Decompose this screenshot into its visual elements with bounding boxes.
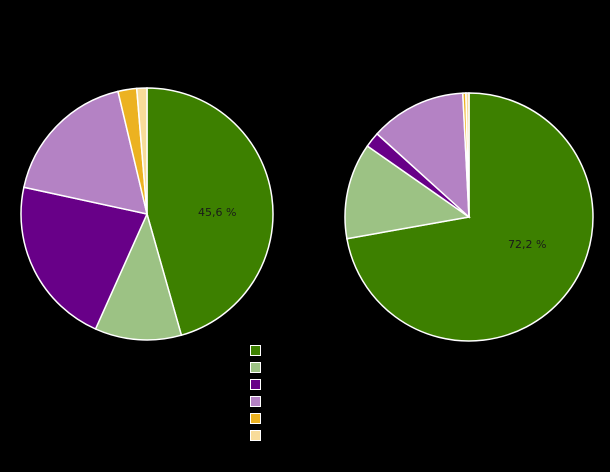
legend-swatch xyxy=(250,413,261,424)
pie-slice xyxy=(375,92,470,219)
legend-swatch xyxy=(250,396,261,407)
legend-item xyxy=(250,427,269,444)
legend-item xyxy=(250,393,269,410)
legend-swatch xyxy=(250,430,261,441)
pie-right-value-label: 72,2 % xyxy=(508,238,546,251)
pie-slice xyxy=(146,87,274,337)
legend-item xyxy=(250,342,269,359)
legend-item xyxy=(250,359,269,376)
legend xyxy=(250,342,269,444)
legend-item xyxy=(250,376,269,393)
pie-slice xyxy=(94,211,183,341)
pie-slice xyxy=(135,87,148,215)
pie-slice xyxy=(20,186,149,330)
legend-swatch xyxy=(250,362,261,373)
pie-slice xyxy=(344,144,471,240)
pie-left-value-label: 45,6 % xyxy=(198,206,236,219)
legend-item xyxy=(250,410,269,427)
pie-slice xyxy=(465,92,470,218)
legend-swatch xyxy=(250,379,261,390)
pie-chart-right xyxy=(344,92,594,342)
pie-slice xyxy=(22,90,149,215)
legend-swatch xyxy=(250,345,261,356)
pie-chart-left xyxy=(20,87,274,341)
